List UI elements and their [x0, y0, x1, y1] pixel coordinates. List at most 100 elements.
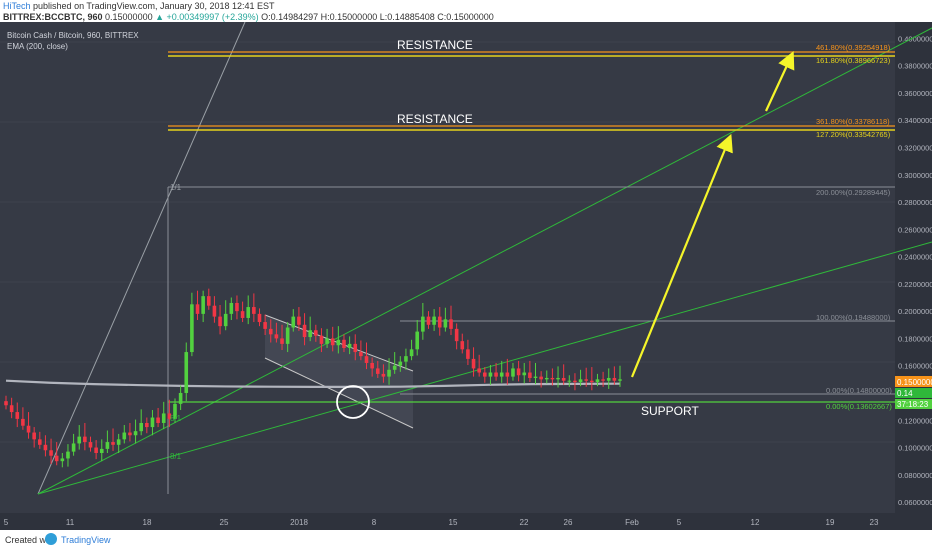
tradingview-logo-icon [45, 533, 57, 545]
candle-body [511, 368, 515, 377]
candle-body [190, 304, 194, 353]
candle-body [370, 362, 374, 369]
candle-body [161, 413, 166, 423]
candle-body [66, 451, 70, 459]
candle-body [252, 307, 256, 314]
price-axis [895, 22, 932, 513]
price-tag-3: 37:18:23 [897, 400, 929, 409]
fib-461-label: 461.80%(0.39254918) [816, 43, 891, 52]
candle-body [404, 356, 408, 362]
chart-header: HiTech published on TradingView.com, Jan… [0, 0, 932, 22]
candle-body [421, 316, 425, 332]
author-link[interactable]: HiTech [3, 1, 31, 11]
candle-body [612, 377, 617, 381]
ema-200-line [5, 379, 621, 388]
fan-label-8-1-b: 8/1 [170, 452, 182, 461]
candle-body [263, 322, 267, 329]
candle-body [122, 432, 127, 440]
ticker-line: BITTREX:BCCBTC, 960 0.15000000 ▲ +0.0034… [3, 12, 494, 22]
ticker-symbol[interactable]: BITTREX:BCCBTC, 960 [3, 12, 103, 22]
candle-body [21, 418, 25, 426]
candle-body [195, 304, 200, 314]
last-price: 0.15000000 [105, 12, 153, 22]
candle-body [37, 439, 42, 445]
candle-body [314, 330, 318, 336]
fib-100-label: 100.00%(0.19488000) [816, 313, 891, 322]
candle-body [601, 379, 605, 381]
candle-body [533, 376, 538, 378]
candle-body [505, 372, 510, 377]
candle-body [460, 341, 465, 350]
grid [0, 41, 895, 443]
falling-channel-fill [265, 315, 413, 428]
candle-body [556, 377, 560, 380]
candle-body [88, 442, 93, 448]
candle-body [139, 422, 143, 432]
resistance-label-top: RESISTANCE [397, 38, 473, 52]
candle-body [235, 302, 239, 312]
publish-line: HiTech published on TradingView.com, Jan… [3, 1, 275, 11]
x-tick-label: 15 [449, 518, 458, 527]
created-with-text: Created with [5, 535, 56, 545]
price-tag-3-bg [895, 399, 932, 409]
candle-body [308, 330, 312, 338]
candle-body [43, 444, 48, 451]
resistance-label-mid: RESISTANCE [397, 112, 473, 126]
x-tick-label: 26 [564, 518, 573, 527]
legend-indicator: EMA (200, close) [7, 42, 68, 51]
candle-body [156, 417, 160, 423]
candle-body [539, 376, 543, 380]
candle-body [573, 380, 577, 383]
candle-body [206, 296, 211, 306]
candle-body [184, 352, 189, 393]
candle-body [54, 455, 59, 462]
candle-body [618, 379, 622, 381]
candle-body [336, 339, 341, 346]
support-circle [336, 385, 370, 419]
x-tick-label: 25 [220, 518, 229, 527]
candle-body [319, 335, 324, 344]
x-tick-label: 19 [826, 518, 835, 527]
candle-body [387, 369, 391, 377]
candle-body [94, 447, 98, 453]
legend-symbol: Bitcoin Cash / Bitcoin, 960, BITTREX [7, 31, 139, 40]
candle-body [4, 401, 8, 406]
x-tick-label: 23 [870, 518, 879, 527]
candles [4, 288, 622, 468]
candle-body [9, 405, 14, 413]
candle-body [567, 380, 572, 382]
candle-body [218, 316, 222, 327]
candle-body [381, 373, 386, 377]
candle-body [150, 417, 155, 428]
green-trend-line-upper [37, 27, 932, 495]
fib-361-label: 361.80%(0.33786118) [816, 117, 890, 126]
time-axis [0, 513, 932, 530]
candle-body [449, 319, 453, 329]
candle-body [516, 368, 521, 376]
x-tick-label: 11 [66, 518, 75, 527]
candle-body [297, 316, 301, 325]
candle-body [454, 328, 459, 342]
candle-body [528, 372, 532, 378]
candle-body [83, 436, 87, 443]
candle-body [471, 358, 476, 369]
x-tick-label: 5 [677, 518, 682, 527]
candle-body [167, 413, 172, 419]
x-tick-label: 2018 [290, 518, 308, 527]
tradingview-brand-link[interactable]: TradingView [61, 535, 111, 545]
candle-body [353, 343, 358, 353]
chart-background [0, 22, 932, 530]
fib-127-label: 127.20%(0.33542765) [816, 130, 891, 139]
candle-body [590, 380, 594, 383]
y-tick-label: 0.06000000 [898, 498, 932, 507]
candle-body [499, 372, 504, 377]
